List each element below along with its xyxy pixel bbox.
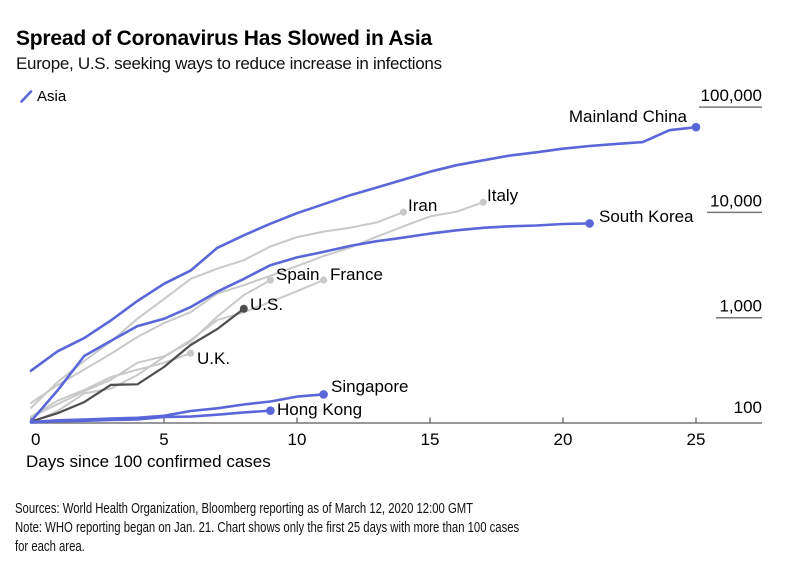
footer-note-line-1: Note: WHO reporting began on Jan. 21. Ch… <box>15 520 520 536</box>
series-label-south-korea: South Korea <box>599 207 694 226</box>
series-endpoint-dot-south-korea <box>585 219 594 228</box>
x-tick-label-25: 25 <box>687 430 706 449</box>
series-line-mainland-china <box>29 125 698 373</box>
footer-note-line-2: for each area. <box>15 539 85 555</box>
series-line-iran <box>30 211 405 409</box>
x-tick-label-10: 10 <box>288 430 307 449</box>
series-label-singapore: Singapore <box>331 377 409 396</box>
chart-subtitle: Europe, U.S. seeking ways to reduce incr… <box>16 54 442 73</box>
series-line-u-s <box>29 307 245 423</box>
series-label-iran: Iran <box>408 196 437 215</box>
series-line-hong-kong <box>29 409 272 424</box>
series-label-italy: Italy <box>487 186 519 205</box>
line-chart: 100,000 10,000 1,000 100 0 5 10 15 20 25 Italy Iran… <box>29 86 762 449</box>
footer-notes: Sources: World Health Organization, Bloo… <box>15 500 661 557</box>
chart-title: Spread of Coronavirus Has Slowed in Asia <box>16 27 432 50</box>
asia-line-swatch-icon <box>20 90 33 103</box>
series-endpoint-dot-u-k <box>187 349 195 357</box>
footer-sources-line: Sources: World Health Organization, Bloo… <box>15 501 474 517</box>
y-tick-label-100-000: 100,000 <box>701 86 762 105</box>
series-endpoint-dot-france <box>320 276 328 284</box>
y-tick-label-100: 100 <box>734 398 762 417</box>
series-line-italy <box>30 201 485 404</box>
series-line-u-k <box>30 352 192 418</box>
series-endpoint-dot-mainland-china <box>691 122 701 132</box>
x-tick-label-5: 5 <box>159 430 168 449</box>
x-axis-title: Days since 100 confirmed cases <box>26 452 271 471</box>
series-line-spain <box>30 279 272 418</box>
x-tick-label-0: 0 <box>31 430 40 449</box>
series-endpoint-dot-singapore <box>319 390 328 399</box>
series-endpoint-dot-u-s <box>239 304 248 313</box>
legend: Asia <box>18 88 66 105</box>
series-line-france <box>30 279 325 424</box>
series-label-u-s: U.S. <box>250 295 283 314</box>
y-tick-label-10-000: 10,000 <box>710 191 762 210</box>
series-label-france: France <box>330 265 383 284</box>
y-tick-label-1-000: 1,000 <box>719 297 762 316</box>
series-endpoint-dot-iran <box>399 208 407 216</box>
legend-label-asia: Asia <box>37 88 67 105</box>
series-endpoint-dot-italy <box>479 198 487 206</box>
series-label-u-k: U.K. <box>197 349 230 368</box>
series-label-spain: Spain <box>276 265 319 284</box>
x-tick-label-15: 15 <box>421 430 440 449</box>
series-label-hong-kong: Hong Kong <box>277 400 362 419</box>
series-endpoint-dot-spain <box>266 276 274 284</box>
series-endpoint-dot-hong-kong <box>266 406 275 416</box>
series-label-mainland-china: Mainland China <box>569 107 688 126</box>
series-line-south-korea <box>29 222 591 423</box>
x-tick-label-20: 20 <box>554 430 573 449</box>
